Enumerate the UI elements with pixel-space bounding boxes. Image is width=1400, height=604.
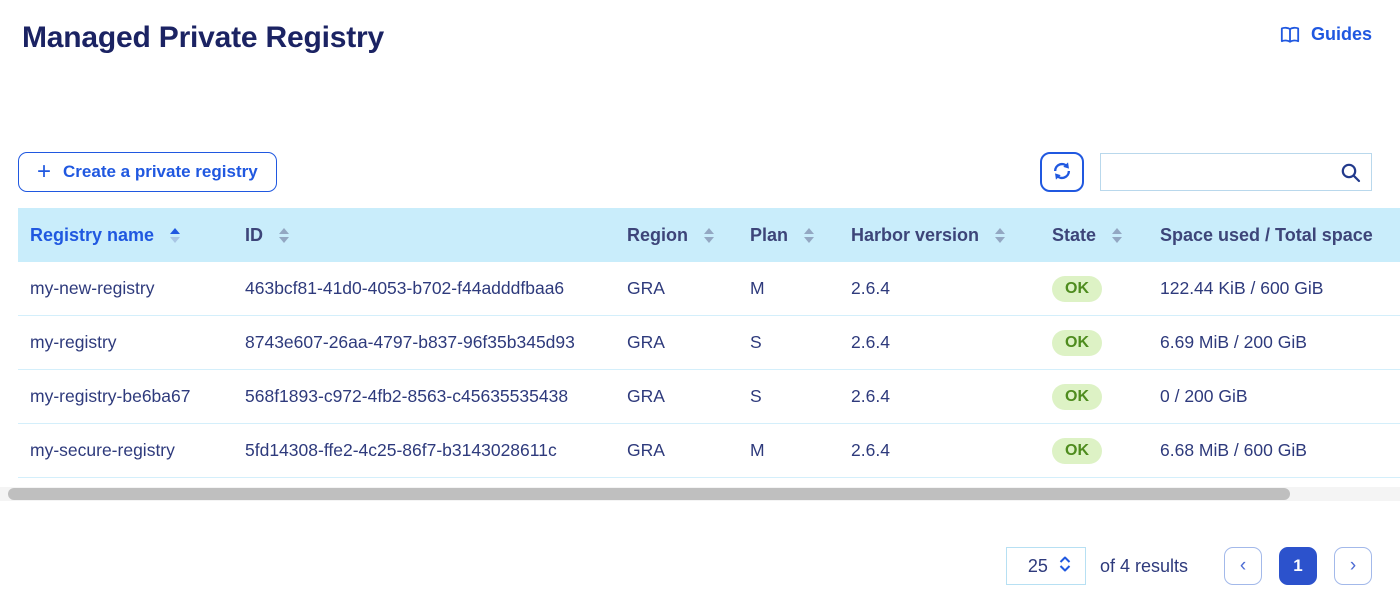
- chevron-left-icon: ‹: [1239, 555, 1247, 576]
- status-badge: OK: [1052, 329, 1102, 356]
- pagination: 25 of 4 results ‹ 1 ›: [18, 547, 1372, 585]
- cell-space-used: 6.69 MiB / 200 GiB: [1160, 332, 1307, 352]
- cell-plan: M: [750, 440, 765, 460]
- page-1-button[interactable]: 1: [1279, 547, 1317, 585]
- cell-region: GRA: [627, 386, 665, 406]
- sort-icon[interactable]: [1112, 227, 1123, 243]
- cell-plan: S: [750, 386, 762, 406]
- cell-state: OK: [1040, 383, 1148, 410]
- previous-page-button[interactable]: ‹: [1224, 547, 1262, 585]
- table-row: my-registry 8743e607-26aa-4797-b837-96f3…: [18, 316, 1400, 370]
- cell-registry-name: my-registry: [30, 332, 117, 352]
- sort-icon[interactable]: [170, 227, 181, 243]
- toolbar: + Create a private registry: [18, 152, 1372, 192]
- cell-region: GRA: [627, 440, 665, 460]
- column-header-state[interactable]: State: [1040, 225, 1148, 246]
- cell-space-used: 0 / 200 GiB: [1160, 386, 1248, 406]
- create-registry-label: Create a private registry: [63, 162, 258, 181]
- registry-table: Registry name ID Region Plan Harbor vers…: [18, 208, 1400, 478]
- pager: ‹ 1 ›: [1224, 547, 1372, 585]
- column-header-id[interactable]: ID: [233, 225, 615, 246]
- page-size-value: 25: [1027, 555, 1048, 576]
- cell-harbor-version: 2.6.4: [851, 386, 890, 406]
- column-header-space-used[interactable]: Space used / Total space: [1160, 224, 1373, 245]
- refresh-icon: [1051, 160, 1073, 185]
- status-badge: OK: [1052, 437, 1102, 464]
- book-icon: [1279, 25, 1301, 45]
- create-registry-button[interactable]: + Create a private registry: [18, 152, 277, 192]
- page-size-select[interactable]: 25: [1005, 547, 1086, 585]
- table-row: my-new-registry 463bcf81-41d0-4053-b702-…: [18, 262, 1400, 316]
- guides-link[interactable]: Guides: [1279, 24, 1372, 45]
- cell-region: GRA: [627, 332, 665, 352]
- cell-registry-name: my-new-registry: [30, 278, 155, 298]
- column-header-harbor-version[interactable]: Harbor version: [839, 225, 1040, 246]
- plus-icon: +: [37, 158, 52, 185]
- cell-harbor-version: 2.6.4: [851, 332, 890, 352]
- cell-id: 8743e607-26aa-4797-b837-96f35b345d93: [245, 332, 575, 352]
- search-icon[interactable]: [1339, 161, 1363, 190]
- toolbar-right: [1040, 152, 1372, 192]
- search-box: [1100, 153, 1372, 191]
- horizontal-scrollbar[interactable]: [0, 487, 1400, 501]
- guides-label: Guides: [1310, 24, 1372, 44]
- sort-icon[interactable]: [804, 227, 815, 243]
- sort-icon[interactable]: [995, 227, 1006, 243]
- cell-state: OK: [1040, 437, 1148, 464]
- cell-plan: S: [750, 332, 762, 352]
- cell-plan: M: [750, 278, 765, 298]
- table-row: my-secure-registry 5fd14308-ffe2-4c25-86…: [18, 424, 1400, 478]
- cell-space-used: 122.44 KiB / 600 GiB: [1160, 278, 1324, 298]
- sort-icon[interactable]: [704, 227, 714, 243]
- cell-id: 463bcf81-41d0-4053-b702-f44adddfbaa6: [245, 278, 565, 298]
- table-header-row: Registry name ID Region Plan Harbor vers…: [18, 208, 1400, 262]
- next-page-button[interactable]: ›: [1334, 547, 1372, 585]
- scrollbar-thumb[interactable]: [8, 488, 1290, 500]
- column-header-plan[interactable]: Plan: [738, 225, 839, 246]
- status-badge: OK: [1052, 383, 1102, 410]
- topbar: Managed Private Registry Guides: [18, 16, 1372, 60]
- cell-id: 5fd14308-ffe2-4c25-86f7-b3143028611c: [245, 440, 557, 460]
- cell-registry-name: my-registry-be6ba67: [30, 386, 191, 406]
- results-count: of 4 results: [1099, 555, 1188, 576]
- column-header-region[interactable]: Region: [615, 225, 738, 246]
- column-header-registry-name[interactable]: Registry name: [18, 225, 233, 246]
- select-chevrons-icon: [1057, 554, 1073, 579]
- search-input[interactable]: [1101, 154, 1371, 190]
- sort-icon[interactable]: [279, 227, 289, 243]
- chevron-right-icon: ›: [1349, 555, 1357, 576]
- cell-id: 568f1893-c972-4fb2-8563-c45635535438: [245, 386, 569, 406]
- page-title: Managed Private Registry: [22, 21, 384, 54]
- cell-harbor-version: 2.6.4: [851, 440, 890, 460]
- table-row: my-registry-be6ba67 568f1893-c972-4fb2-8…: [18, 370, 1400, 424]
- cell-registry-name: my-secure-registry: [30, 440, 175, 460]
- refresh-button[interactable]: [1040, 152, 1084, 192]
- cell-harbor-version: 2.6.4: [851, 278, 890, 298]
- status-badge: OK: [1052, 275, 1102, 302]
- cell-state: OK: [1040, 329, 1148, 356]
- cell-region: GRA: [627, 278, 665, 298]
- cell-space-used: 6.68 MiB / 600 GiB: [1160, 440, 1307, 460]
- cell-state: OK: [1040, 275, 1148, 302]
